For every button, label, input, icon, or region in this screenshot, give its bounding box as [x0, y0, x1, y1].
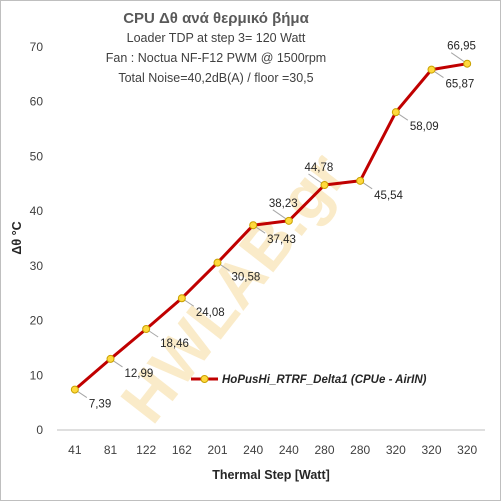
x-tick-label: 320: [457, 443, 477, 457]
data-point-marker: [177, 294, 186, 303]
data-label: 37,43: [267, 234, 296, 246]
legend-label: HoPusHi_RTRF_Delta1 (CPUe - AirIN): [222, 374, 427, 386]
y-tick-label: 20: [30, 314, 44, 328]
data-label: 7,39: [89, 399, 111, 411]
data-label: 45,54: [374, 190, 403, 202]
data-label: 38,23: [269, 198, 298, 210]
chart-subtitle-line-3: Total Noise=40,2dB(A) / floor =30,5: [118, 71, 313, 85]
x-tick-labels: 41 81 122 162 201 240 240 280 280 320 320 320: [68, 443, 477, 457]
chart-title: CPU Δθ ανά θερμικό βήμα: [123, 10, 309, 27]
x-tick-label: 320: [386, 443, 406, 457]
series-layer: 7,39 12,99 18,46 24,08 30,58 37,43 38,23 44,78 4…: [70, 41, 476, 411]
y-tick-label: 70: [30, 40, 44, 54]
x-tick-label: 201: [207, 443, 227, 457]
x-tick-label: 41: [68, 443, 82, 457]
legend: HoPusHi_RTRF_Delta1 (CPUe - AirIN): [191, 374, 427, 386]
legend-marker-swatch: [200, 375, 209, 383]
y-tick-labels: 0 10 20 30 40 50 60 70: [30, 40, 44, 437]
data-label: 30,58: [232, 272, 261, 284]
x-tick-label: 240: [243, 443, 263, 457]
y-tick-label: 50: [30, 149, 44, 163]
x-axis-title: Thermal Step [Watt]: [212, 468, 330, 482]
x-tick-label: 280: [350, 443, 370, 457]
series-line: [73, 62, 468, 391]
data-point-marker: [70, 385, 79, 394]
data-point-marker: [249, 221, 258, 230]
x-tick-label: 240: [279, 443, 299, 457]
data-point-marker: [142, 324, 151, 333]
chart-subtitle-line-1: Loader TDP at step 3= 120 Watt: [127, 31, 306, 45]
y-tick-label: 10: [30, 368, 44, 382]
y-tick-label: 30: [30, 259, 44, 273]
data-point-marker: [427, 65, 436, 74]
data-label: 44,78: [305, 162, 334, 174]
x-tick-label: 162: [172, 443, 192, 457]
y-tick-label: 0: [36, 423, 43, 437]
data-point-marker: [356, 176, 365, 185]
data-label: 18,46: [160, 338, 189, 350]
data-label: 12,99: [125, 368, 154, 380]
x-tick-label: 122: [136, 443, 156, 457]
data-label: 66,95: [447, 41, 476, 53]
data-point-marker: [320, 180, 329, 189]
chart-subtitle-line-2: Fan : Noctua NF-F12 PWM @ 1500rpm: [106, 51, 326, 65]
y-tick-label: 60: [30, 95, 44, 109]
x-tick-label: 81: [104, 443, 118, 457]
data-point-marker: [213, 258, 222, 267]
data-label: 24,08: [196, 307, 225, 319]
data-label: 65,87: [446, 79, 475, 91]
data-point-marker: [463, 59, 472, 68]
data-point-marker: [391, 108, 400, 117]
y-tick-label: 40: [30, 204, 44, 218]
y-axis-title: Δθ °C: [10, 221, 24, 254]
data-label: 58,09: [410, 121, 439, 133]
x-tick-label: 320: [421, 443, 441, 457]
data-point-marker: [106, 354, 115, 363]
x-tick-label: 280: [314, 443, 334, 457]
data-point-marker: [284, 216, 293, 225]
